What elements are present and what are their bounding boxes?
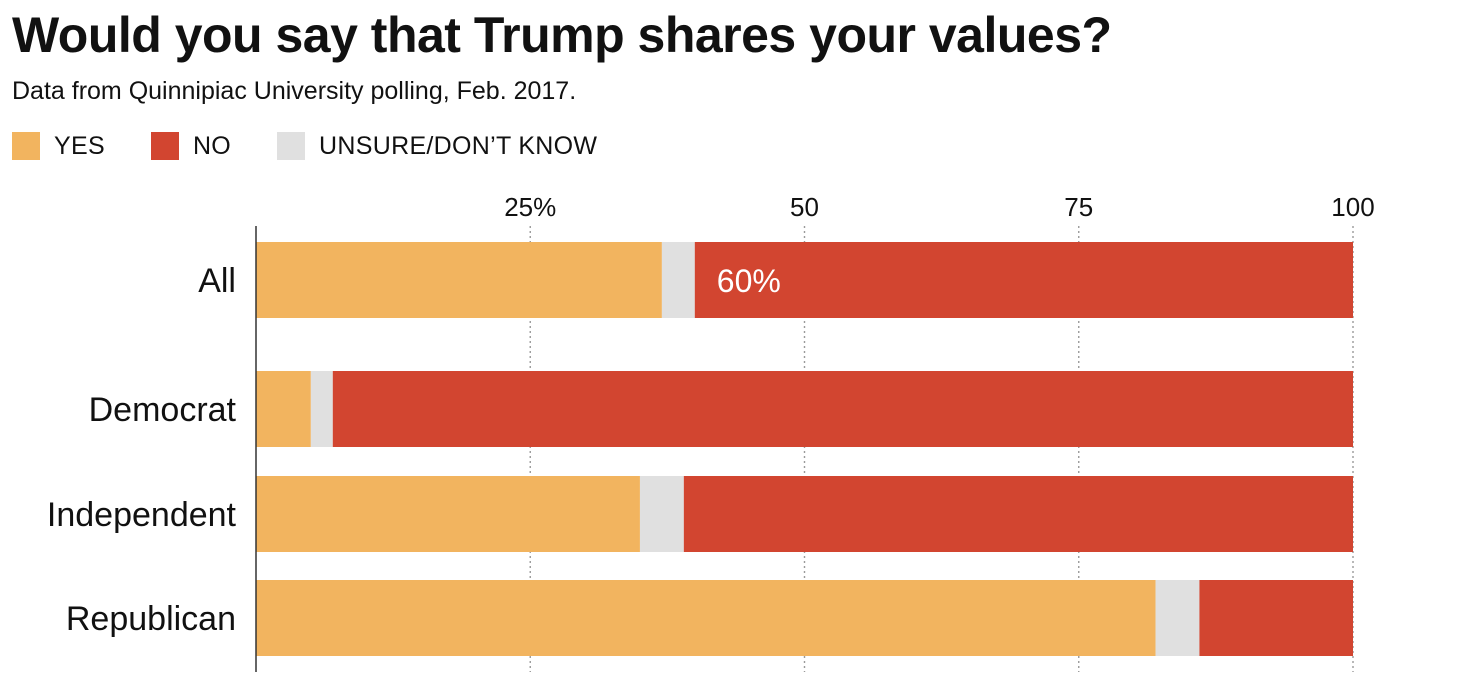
bar-democrat-unsure-don-t-know bbox=[310, 371, 333, 447]
legend-label-no: NO bbox=[192, 132, 232, 160]
bar-independent-unsure-don-t-know bbox=[639, 476, 684, 552]
tick-label-75: 75 bbox=[1064, 192, 1093, 222]
legend-swatch-unsure bbox=[277, 132, 306, 160]
chart-title: Would you say that Trump shares your val… bbox=[12, 7, 1112, 63]
legend-label-unsure: UNSURE/DON’T KNOW bbox=[319, 132, 598, 160]
bar-all-yes bbox=[256, 242, 662, 318]
legend-item-unsure: UNSURE/DON’T KNOW bbox=[277, 131, 597, 161]
legend-swatch-no bbox=[150, 132, 179, 160]
bar-independent-yes bbox=[256, 476, 640, 552]
legend-swatch-yes bbox=[12, 132, 40, 160]
legend-item-no: NO bbox=[150, 131, 232, 161]
bar-independent-no bbox=[683, 476, 1353, 552]
category-label-democrat: Democrat bbox=[89, 391, 237, 429]
tick-label-25: 25% bbox=[504, 192, 556, 222]
bar-republican-unsure-don-t-know bbox=[1155, 580, 1200, 656]
legend-item-yes: YES bbox=[12, 131, 105, 161]
data-label-all-no: 60% bbox=[717, 263, 781, 299]
bar-democrat-no bbox=[332, 371, 1353, 447]
labels: 25% 50 75 100 All Democrat Independent Republic… bbox=[47, 192, 1375, 638]
bar-all-unsure-don-t-know bbox=[661, 242, 695, 318]
legend-label-yes: YES bbox=[54, 132, 105, 160]
chart-subtitle: Data from Quinnipiac University polling,… bbox=[12, 77, 577, 105]
tick-label-100: 100 bbox=[1331, 192, 1374, 222]
bar-republican-no bbox=[1199, 580, 1353, 656]
category-label-independent: Independent bbox=[47, 496, 237, 534]
category-label-republican: Republican bbox=[66, 600, 236, 638]
bar-republican-yes bbox=[256, 580, 1156, 656]
bar-all-no bbox=[694, 242, 1353, 318]
bar-democrat-yes bbox=[256, 371, 311, 447]
legend: YES NO UNSURE/DON’T KNOW bbox=[12, 130, 643, 162]
tick-label-50: 50 bbox=[790, 192, 819, 222]
bars bbox=[256, 242, 1353, 656]
category-label-all: All bbox=[198, 262, 236, 300]
